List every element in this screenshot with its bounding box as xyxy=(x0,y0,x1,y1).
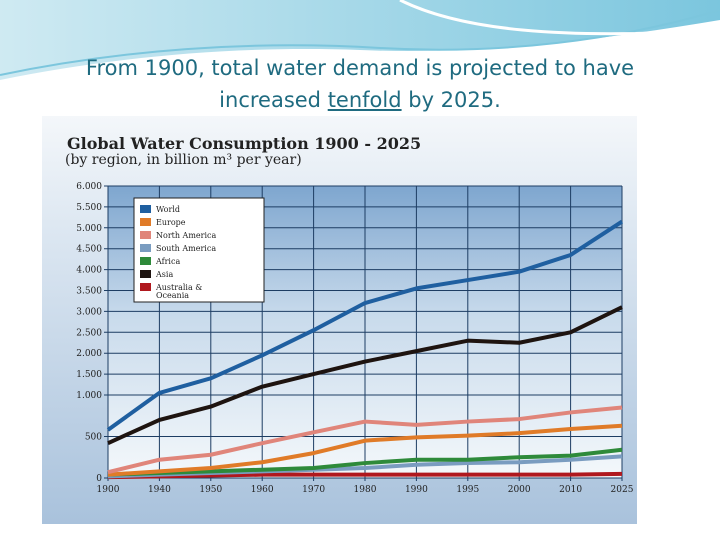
x-tick-label: 1950 xyxy=(199,485,222,495)
legend-label: Europe xyxy=(156,218,186,227)
header-wave-decoration xyxy=(0,0,720,80)
legend-swatch xyxy=(140,270,151,278)
x-tick-label: 2000 xyxy=(508,485,531,495)
line-chart: 0 500 1.000 1.500 2.000 2.500 3.000 3.500 4.000 4… xyxy=(76,182,634,495)
y-tick-label: 5.500 xyxy=(76,203,102,213)
legend-swatch xyxy=(140,283,151,291)
legend-label: Asia xyxy=(155,270,173,279)
slide-title: From 1900, total water demand is project… xyxy=(40,52,680,116)
x-tick-label: 1940 xyxy=(148,485,171,495)
title-emphasis: tenfold xyxy=(327,88,402,112)
legend-label: Australia & xyxy=(155,283,202,292)
y-tick-label: 500 xyxy=(85,433,102,443)
title-text-end: by 2025. xyxy=(401,88,501,112)
x-tick-label: 1970 xyxy=(302,485,325,495)
x-tick-label: 1990 xyxy=(405,485,428,495)
legend-label-cont: Oceania xyxy=(156,291,189,300)
legend xyxy=(133,197,265,303)
legend-swatch xyxy=(140,244,151,252)
y-tick-label: 3.500 xyxy=(76,287,102,297)
chart-title: Global Water Consumption 1900 - 2025 xyxy=(67,134,422,153)
x-tick-label: 1960 xyxy=(251,485,274,495)
legend-swatch xyxy=(140,257,151,265)
y-tick-label: 4.500 xyxy=(76,245,102,255)
legend-swatch xyxy=(140,205,151,213)
y-tick-label: 2.000 xyxy=(76,349,102,359)
x-tick-label: 1995 xyxy=(456,485,479,495)
y-tick-label: 1.000 xyxy=(76,391,102,401)
x-tick-label: 2025 xyxy=(611,485,634,495)
y-tick-label: 2.500 xyxy=(76,328,102,338)
y-tick-label: 0 xyxy=(96,474,102,484)
series-line-world xyxy=(106,219,624,432)
legend-swatch xyxy=(140,231,151,239)
chart-image: Global Water Consumption 1900 - 2025 (by… xyxy=(42,116,637,524)
y-tick-label: 4.000 xyxy=(76,266,102,276)
series-line-north-america xyxy=(107,405,623,475)
y-tick-label: 5.000 xyxy=(76,224,102,234)
series-line-asia xyxy=(107,305,623,445)
y-tick-label: 3.000 xyxy=(76,307,102,317)
x-tick-label: 1900 xyxy=(97,485,120,495)
legend-label: Africa xyxy=(155,257,180,266)
series-line-australia-oceania xyxy=(107,471,623,480)
chart-subtitle: (by region, in billion m³ per year) xyxy=(65,152,302,168)
legend-label: World xyxy=(156,205,180,214)
x-tick-label: 2010 xyxy=(559,485,582,495)
series-line-europe xyxy=(107,423,623,477)
x-tick-label: 1980 xyxy=(354,485,377,495)
y-tick-label: 6.000 xyxy=(76,182,102,192)
series-line-africa xyxy=(107,447,623,477)
title-text: From 1900, total water demand is project… xyxy=(85,56,635,112)
y-tick-label: 1.500 xyxy=(76,370,102,380)
legend-label: South America xyxy=(156,244,216,253)
legend-swatch xyxy=(140,218,151,226)
legend-label: North America xyxy=(156,231,217,240)
